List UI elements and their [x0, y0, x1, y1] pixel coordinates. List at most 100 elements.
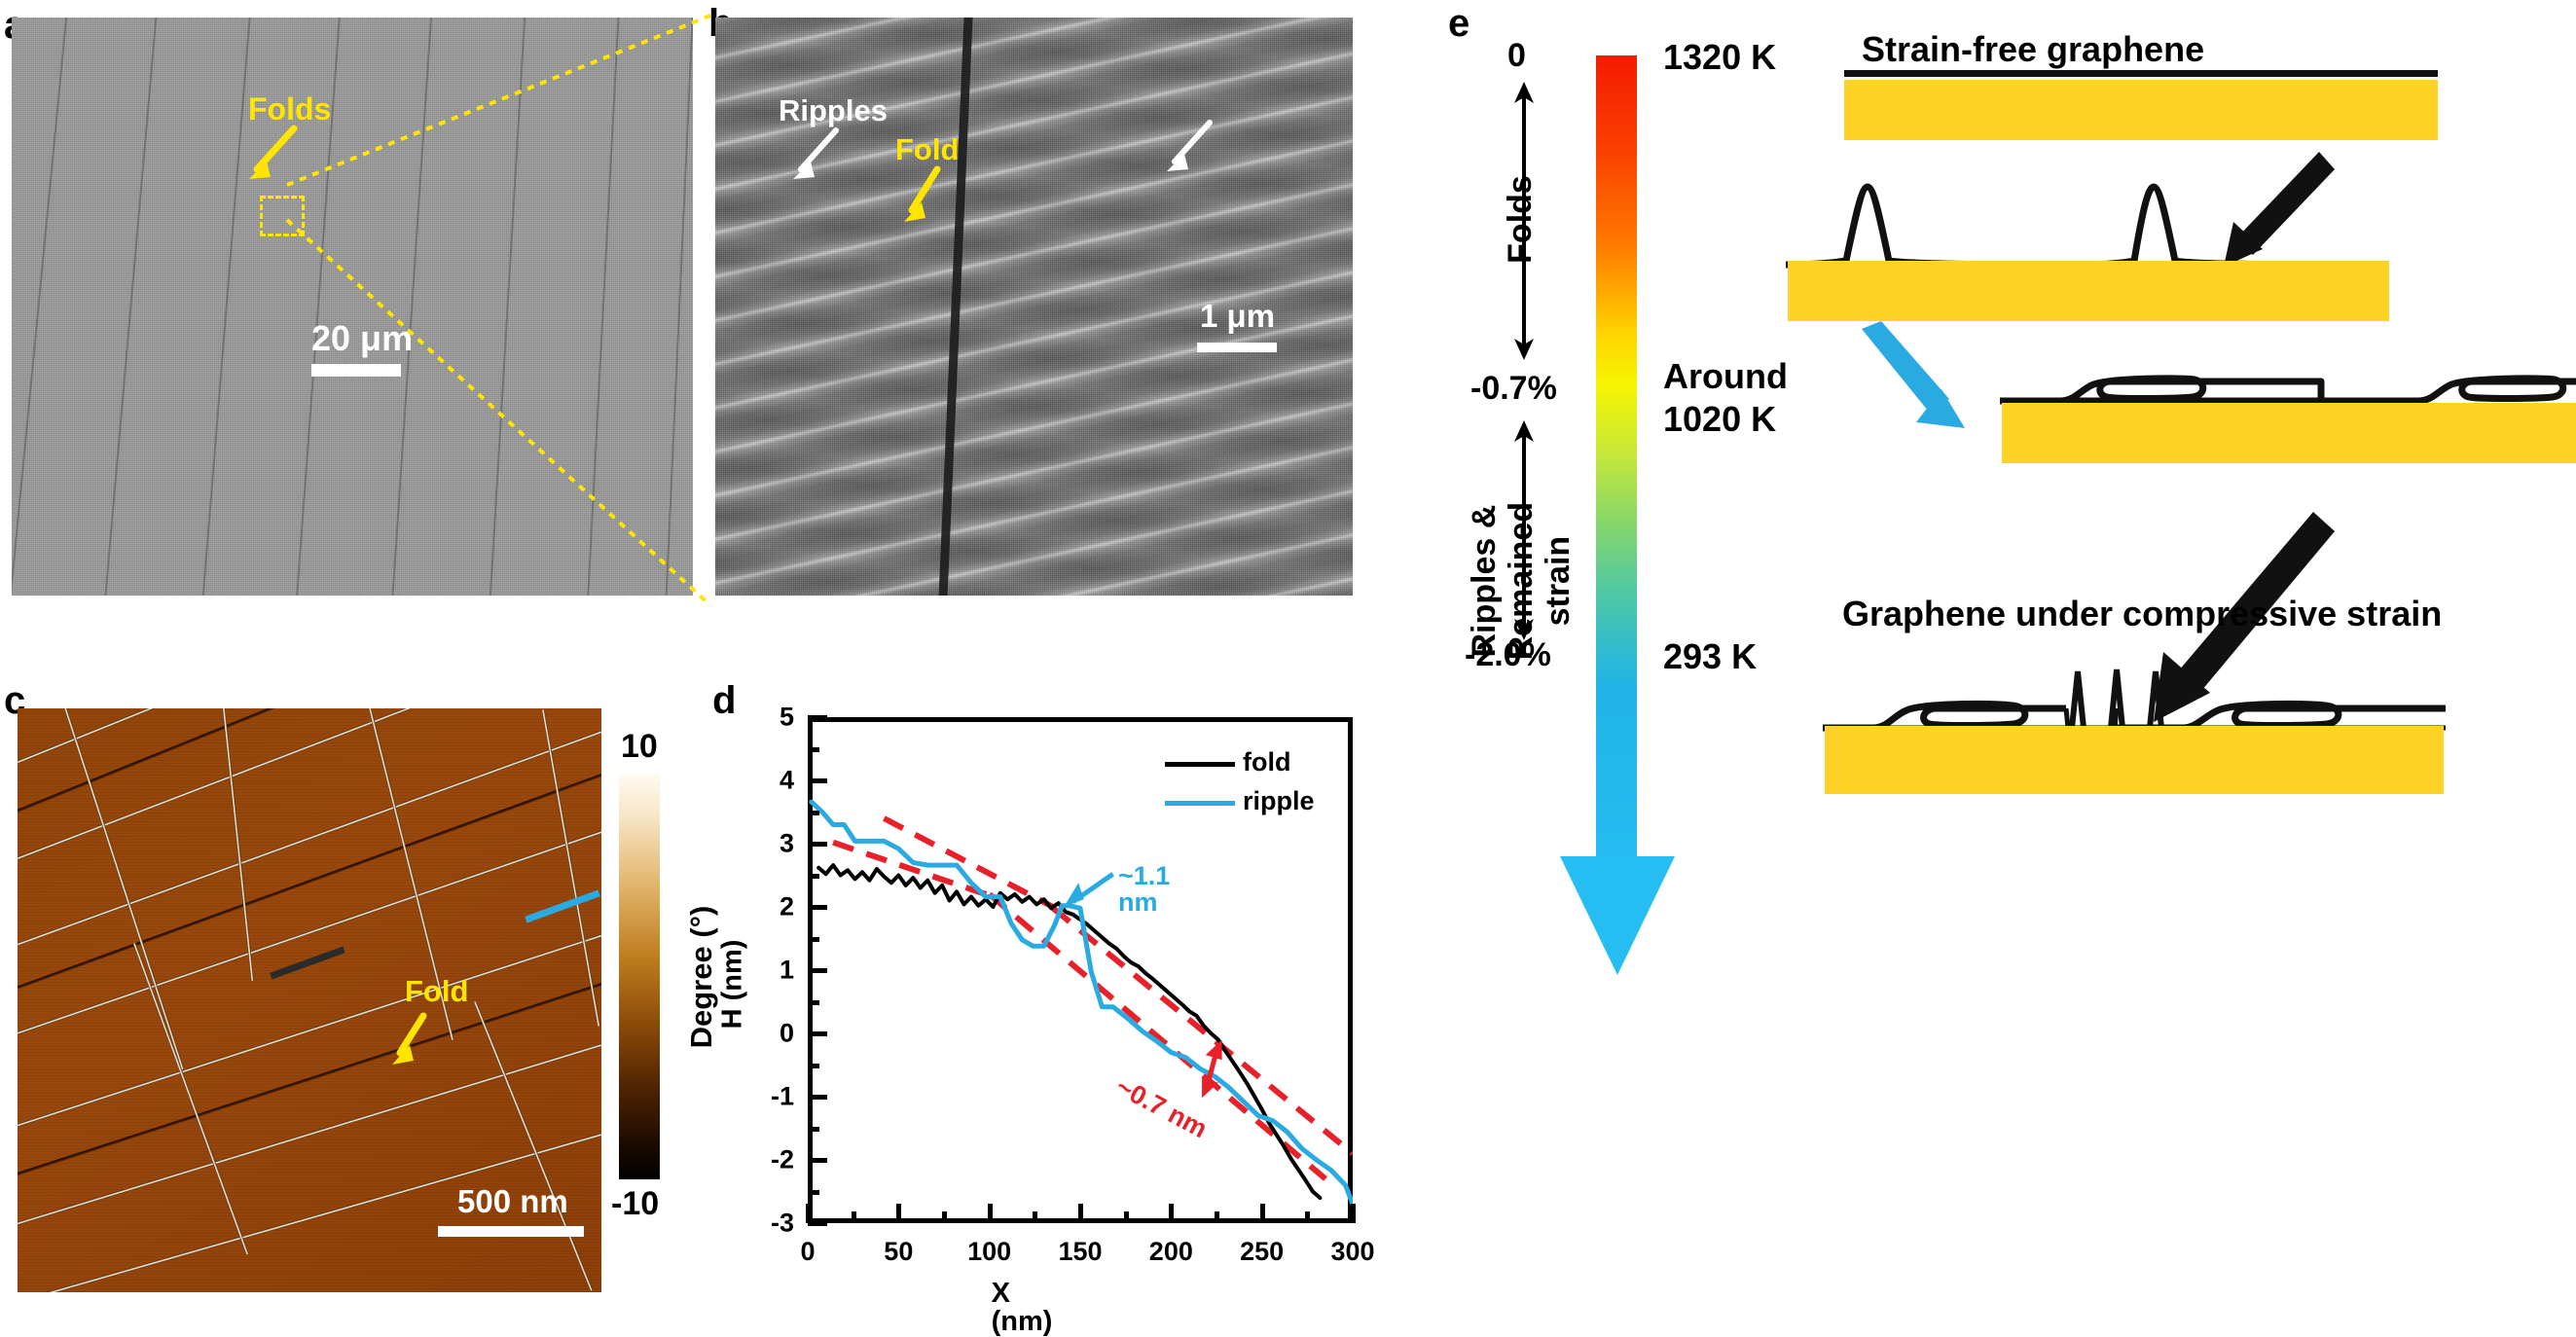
- legend-label-ripple: ripple: [1243, 786, 1315, 815]
- substrate-slab: [1788, 261, 2389, 321]
- y-tick-label: -1: [770, 1081, 794, 1111]
- y-tick-major: [808, 778, 827, 783]
- ripple-texture-background: [715, 18, 1353, 596]
- schematic-strain-free-title: Strain-free graphene: [1862, 29, 2205, 69]
- yellow-arrow-icon: [904, 165, 941, 222]
- sem-noise-texture: [12, 18, 693, 596]
- panel-a-scale-label: 20 μm: [311, 318, 414, 358]
- dashed-zoom-box-icon: [260, 196, 305, 236]
- y-tick-label: -3: [770, 1208, 794, 1238]
- y-tick-minor: [808, 1126, 819, 1132]
- x-tick-major: [806, 1204, 811, 1223]
- y-tick-major: [808, 1031, 827, 1036]
- substrate-slab: [1825, 726, 2444, 794]
- black-process-arrow-icon: [2154, 512, 2335, 722]
- folds-range-arrow-icon: [1514, 82, 1534, 360]
- sem-overview-background: [12, 18, 693, 596]
- colorbar-max-label: 10: [621, 728, 658, 765]
- y-tick-minor: [808, 1189, 819, 1195]
- y-tick-minor: [808, 810, 819, 815]
- panel-a-scale-bar: [311, 364, 401, 377]
- x-tick-minor: [942, 1211, 947, 1223]
- y-tick-label: 2: [779, 891, 794, 921]
- y-tick-major: [808, 1221, 827, 1226]
- x-tick-major: [1351, 1204, 1356, 1223]
- panel-b-sem-image: Ripples Fold 1 μm: [715, 18, 1353, 596]
- temperature-mid-label-line2: 1020 K: [1663, 399, 1777, 439]
- legend-swatch-ripple: [1165, 801, 1235, 806]
- y-tick-label: 1: [779, 955, 794, 985]
- x-tick-major: [987, 1204, 993, 1223]
- x-tick-major: [896, 1204, 902, 1223]
- y-tick-major: [808, 1095, 827, 1100]
- temperature-mid-label-line1: Around: [1663, 356, 1788, 396]
- panel-e-schematic: 0 Folds -0.7% Ripples & Remained strain …: [1455, 10, 2576, 1333]
- ripple-secondary-texture: [715, 18, 1353, 596]
- x-tick-label: 50: [884, 1237, 914, 1266]
- y-tick-major: [808, 842, 827, 847]
- panel-a-folds-label: Folds: [248, 91, 332, 126]
- x-tick-minor: [1033, 1211, 1038, 1223]
- legend-swatch-fold: [1165, 762, 1235, 767]
- y-tick-label: 0: [779, 1018, 794, 1048]
- panel-c-fold-label: Fold: [405, 974, 469, 1008]
- x-tick-major: [1169, 1204, 1175, 1223]
- schematic-compressive-title: Graphene under compressive strain: [1842, 594, 2443, 633]
- black-process-arrow-icon: [2224, 152, 2335, 267]
- panel-b-ripples-label: Ripples: [779, 93, 888, 127]
- y-tick-major: [808, 968, 827, 973]
- temperature-top-label: 1320 K: [1663, 37, 1777, 77]
- y-tick-label: -2: [770, 1144, 794, 1174]
- x-tick-minor: [1215, 1211, 1219, 1223]
- panel-a-sem-image: Folds 20 μm: [12, 18, 693, 596]
- temperature-gradient-bar-lower: [1596, 688, 1637, 863]
- panel-e-letter: e: [1448, 2, 1470, 45]
- y-tick-minor: [808, 999, 819, 1005]
- sem-noise-texture: [715, 18, 1353, 596]
- x-tick-label: 250: [1240, 1237, 1285, 1266]
- y-tick-minor: [808, 1063, 819, 1068]
- x-tick-major: [1259, 1204, 1265, 1223]
- plot-canvas: [809, 799, 1353, 1207]
- white-arrow-icon: [1167, 120, 1213, 171]
- white-arrow-icon: [793, 127, 839, 179]
- panel-c-scale-label: 500 nm: [457, 1183, 568, 1219]
- folds-region-label: Folds: [1501, 175, 1539, 264]
- strain-mid-label: -0.7%: [1470, 370, 1557, 407]
- panel-d-letter: d: [712, 679, 737, 722]
- y-tick-major: [808, 1158, 827, 1163]
- y-tick-minor: [808, 746, 819, 752]
- graphene-sheet-flat: [1844, 70, 2438, 77]
- yellow-arrow-icon: [392, 1012, 427, 1065]
- panel-b-scale-label: 1 μm: [1200, 298, 1276, 334]
- panel-b-scale-bar: [1197, 343, 1277, 352]
- afm-colorbar: [619, 775, 660, 1179]
- substrate-slab: [1844, 80, 2438, 140]
- x-tick-label: 150: [1058, 1237, 1103, 1266]
- x-axis-title: X (nm): [991, 1278, 1053, 1337]
- x-tick-minor: [1123, 1211, 1129, 1223]
- panel-c-scale-bar: [438, 1226, 584, 1237]
- panel-b-fold-label: Fold: [895, 132, 960, 166]
- schematic-folds-graphene: [2000, 375, 2576, 405]
- x-tick-minor: [1305, 1211, 1311, 1223]
- y-tick-label: 5: [779, 702, 794, 732]
- annotation-ripple-height: ~1.1 nm: [1118, 861, 1171, 917]
- substrate-slab: [2002, 403, 2576, 463]
- legend-label-fold: fold: [1243, 747, 1291, 777]
- y-axis-title: H (nm): [716, 939, 748, 1030]
- y-tick-major: [808, 905, 827, 910]
- y-tick-minor: [808, 873, 819, 879]
- y-tick-major: [808, 715, 827, 720]
- x-tick-label: 0: [800, 1237, 816, 1266]
- y-tick-label: 4: [779, 765, 794, 795]
- panel-c-afm-image: Fold 500 nm: [18, 708, 601, 1292]
- temperature-bottom-label: 293 K: [1663, 636, 1758, 676]
- zoom-connector-lines: [285, 14, 712, 607]
- temperature-gradient-bar: [1596, 55, 1637, 688]
- x-tick-label: 300: [1330, 1237, 1375, 1266]
- afm-colorbar-group: 10 -10 Degree (°): [611, 730, 718, 1220]
- y-tick-label: 3: [779, 828, 794, 858]
- schematic-ripples-graphene: [1786, 183, 2389, 269]
- blue-process-arrow-icon: [1862, 321, 1965, 428]
